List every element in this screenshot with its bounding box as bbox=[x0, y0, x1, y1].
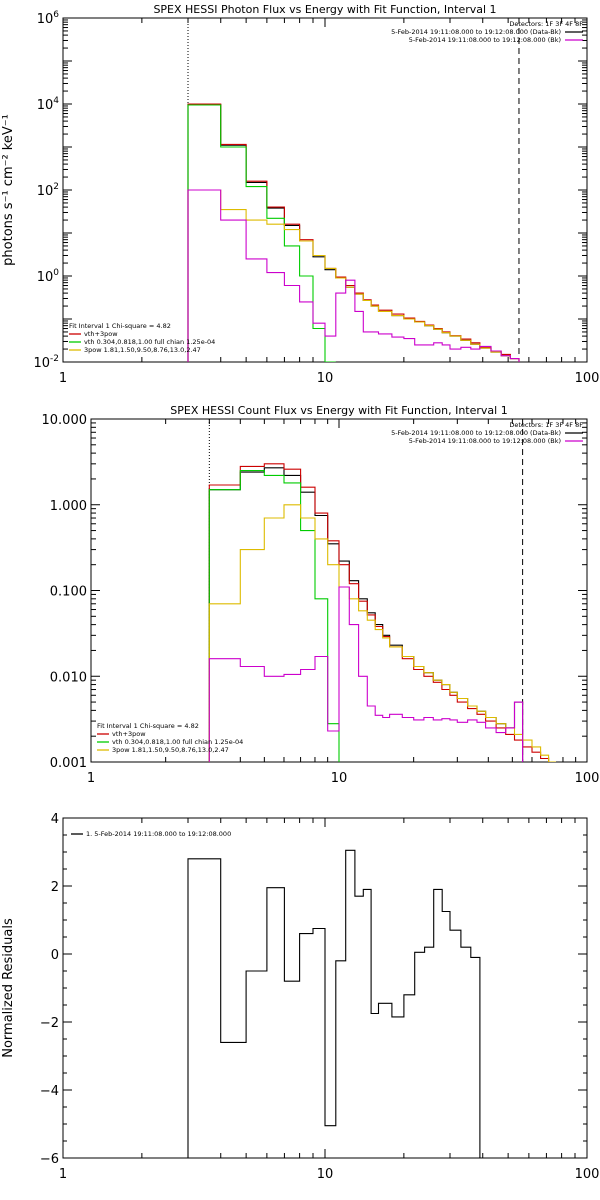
y-tick-label: 0 bbox=[51, 948, 59, 963]
legend-header: Fit Interval 1 Chi-square = 4.82 bbox=[69, 322, 171, 330]
series-line bbox=[187, 103, 520, 362]
y-tick-label-base: 10 bbox=[37, 12, 54, 27]
y-tick-label-exponent: 0 bbox=[53, 268, 59, 278]
residuals-panel: 1 10 100 −6 −4 −2 0 2 4 Normalized Residuals 1. 5-… bbox=[1, 812, 599, 1182]
legend-entry: vth+3pow bbox=[112, 730, 146, 738]
y-tick-label: 10-2 bbox=[33, 354, 59, 371]
y-tick-label: 0.010 bbox=[50, 670, 87, 685]
series-line bbox=[208, 470, 340, 762]
y-tick-label-base: 10 bbox=[37, 270, 54, 285]
y-tick-label: 10.000 bbox=[42, 413, 88, 428]
series-line bbox=[208, 504, 556, 762]
plot-frame bbox=[62, 17, 588, 363]
x-tick-label: 1 bbox=[87, 771, 95, 786]
x-tick-label: 10 bbox=[317, 371, 334, 386]
y-tick-label-exponent: 2 bbox=[53, 182, 59, 192]
series-line bbox=[187, 103, 520, 362]
y-tick-label: 0.001 bbox=[50, 756, 87, 771]
series-line bbox=[208, 463, 556, 762]
x-tick-label: 10 bbox=[331, 771, 348, 786]
legend-entry: 1. 5-Feb-2014 19:11:08.000 to 19:12:08.0… bbox=[86, 830, 231, 838]
y-tick-label: 100 bbox=[37, 268, 60, 285]
photon-flux-panel: SPEX HESSI Photon Flux vs Energy with Fi… bbox=[1, 3, 599, 386]
y-tick-label: 0.100 bbox=[50, 585, 87, 600]
legend-entry: 3pow 1.81,1.50,9.50,8.76,13.0,2.47 bbox=[84, 346, 201, 354]
legend-entry: 5-Feb-2014 19:11:08.000 to 19:12:08.000 … bbox=[391, 429, 561, 437]
legend-entry: vth 0.304,0.818,1.00 full chian 1.25e-04 bbox=[84, 338, 215, 346]
series-line bbox=[187, 849, 481, 1158]
y-tick-label: 2 bbox=[51, 880, 59, 895]
legend-entry: 3pow 1.81,1.50,9.50,8.76,13.0,2.47 bbox=[112, 746, 229, 754]
legend-entry: vth 0.304,0.818,1.00 full chian 1.25e-04 bbox=[112, 738, 243, 746]
legend-header: Fit Interval 1 Chi-square = 4.82 bbox=[97, 722, 199, 730]
y-tick-label-exponent: 4 bbox=[53, 96, 59, 106]
x-tick-label: 100 bbox=[575, 1167, 600, 1182]
plot-area bbox=[187, 849, 481, 1158]
y-tick-label: −2 bbox=[40, 1016, 59, 1031]
y-axis-label: photons s⁻¹ cm⁻² keV⁻¹ bbox=[1, 114, 16, 266]
x-tick-label: 10 bbox=[317, 1167, 334, 1182]
plot-area bbox=[187, 103, 520, 362]
chart-title: SPEX HESSI Count Flux vs Energy with Fit… bbox=[170, 404, 507, 417]
y-tick-label-exponent: 6 bbox=[53, 10, 59, 20]
chart-title: SPEX HESSI Photon Flux vs Energy with Fi… bbox=[153, 3, 496, 16]
y-tick-label: 1.000 bbox=[50, 499, 87, 514]
y-tick-label-exponent: -2 bbox=[50, 354, 59, 364]
y-tick-label-base: 10 bbox=[37, 98, 54, 113]
legend-header: Detectors: 1F 3F 4F 8F bbox=[509, 421, 583, 429]
x-tick-label: 1 bbox=[59, 1167, 67, 1182]
y-tick-label-base: 10 bbox=[37, 184, 54, 199]
series-line bbox=[187, 189, 520, 362]
series-line bbox=[208, 467, 524, 762]
y-tick-label-base: 10 bbox=[33, 356, 50, 371]
x-tick-label: 100 bbox=[575, 371, 600, 386]
series-line bbox=[187, 104, 336, 362]
legend-entry: 5-Feb-2014 19:11:08.000 to 19:12:08.000 … bbox=[409, 437, 561, 445]
count-flux-panel: SPEX HESSI Count Flux vs Energy with Fit… bbox=[42, 404, 600, 786]
y-tick-label: 106 bbox=[37, 10, 60, 27]
y-tick-label: −6 bbox=[40, 1152, 59, 1167]
y-tick-label: 102 bbox=[37, 182, 59, 199]
legend-entry: 5-Feb-2014 19:11:08.000 to 19:12:08.000 … bbox=[409, 36, 561, 44]
plot-area bbox=[208, 463, 556, 762]
x-tick-label: 100 bbox=[575, 771, 600, 786]
y-tick-label: −4 bbox=[40, 1084, 59, 1099]
series-line bbox=[208, 586, 524, 762]
y-tick-label: 4 bbox=[51, 812, 59, 827]
x-tick-label: 1 bbox=[59, 371, 67, 386]
legend-entry: 5-Feb-2014 19:11:08.000 to 19:12:08.000 … bbox=[391, 28, 561, 36]
series-line bbox=[187, 189, 520, 362]
y-axis-label: Normalized Residuals bbox=[1, 918, 16, 1058]
legend-header: Detectors: 1F 3F 4F 8F bbox=[509, 20, 583, 28]
y-tick-label: 104 bbox=[37, 96, 60, 113]
legend-entry: vth+3pow bbox=[84, 330, 118, 338]
